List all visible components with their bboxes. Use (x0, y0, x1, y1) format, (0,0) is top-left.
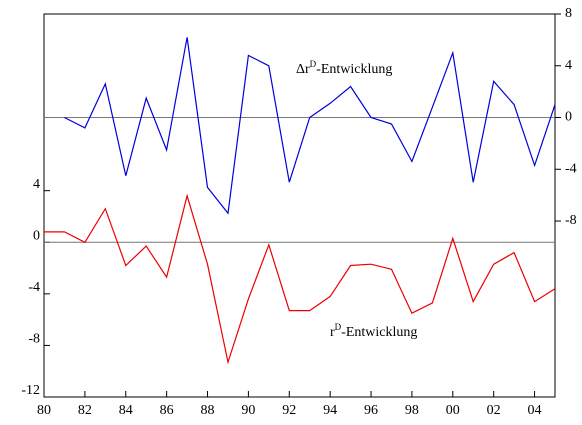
y-tick-label: -4 (28, 280, 40, 295)
y2-tick-label: 0 (565, 110, 572, 125)
series-label-part: Δr (296, 62, 310, 77)
y2-tick-label: 4 (565, 58, 572, 73)
x-tick-label: 00 (446, 403, 460, 418)
x-tick-label: 92 (282, 403, 296, 418)
y-tick-label: 4 (33, 177, 40, 192)
series-line (64, 37, 556, 215)
y-tick-label: -12 (21, 383, 40, 398)
x-tick-label: 94 (323, 403, 337, 418)
x-tick-label: 90 (241, 403, 255, 418)
plot-frame (43, 13, 556, 398)
series-label-part: -Entwicklung (341, 325, 417, 340)
y2-tick-label: -4 (565, 161, 577, 176)
y-tick-label: -8 (28, 332, 40, 347)
series-line (44, 193, 556, 365)
series-label-part: -Entwicklung (316, 62, 392, 77)
x-tick-label: 82 (78, 403, 92, 418)
y-tick-label: 0 (33, 228, 40, 243)
x-tick-label: 98 (405, 403, 419, 418)
y2-tick-label: 8 (565, 6, 572, 21)
x-tick-label: 02 (487, 403, 501, 418)
x-tick-label: 96 (364, 403, 378, 418)
series-label-part: D (310, 59, 317, 69)
series-label-part: r (330, 325, 335, 340)
series-label: ΔrD-Entwicklung (296, 59, 392, 77)
x-tick-label: 84 (119, 403, 133, 418)
series-label-part: D (335, 322, 342, 332)
x-tick-label: 04 (528, 403, 542, 418)
x-tick-label: 86 (160, 403, 174, 418)
x-tick-label: 88 (201, 403, 215, 418)
y2-tick-label: -8 (565, 213, 577, 228)
series-label: rD-Entwicklung (330, 322, 417, 340)
x-tick-label: 80 (37, 403, 51, 418)
